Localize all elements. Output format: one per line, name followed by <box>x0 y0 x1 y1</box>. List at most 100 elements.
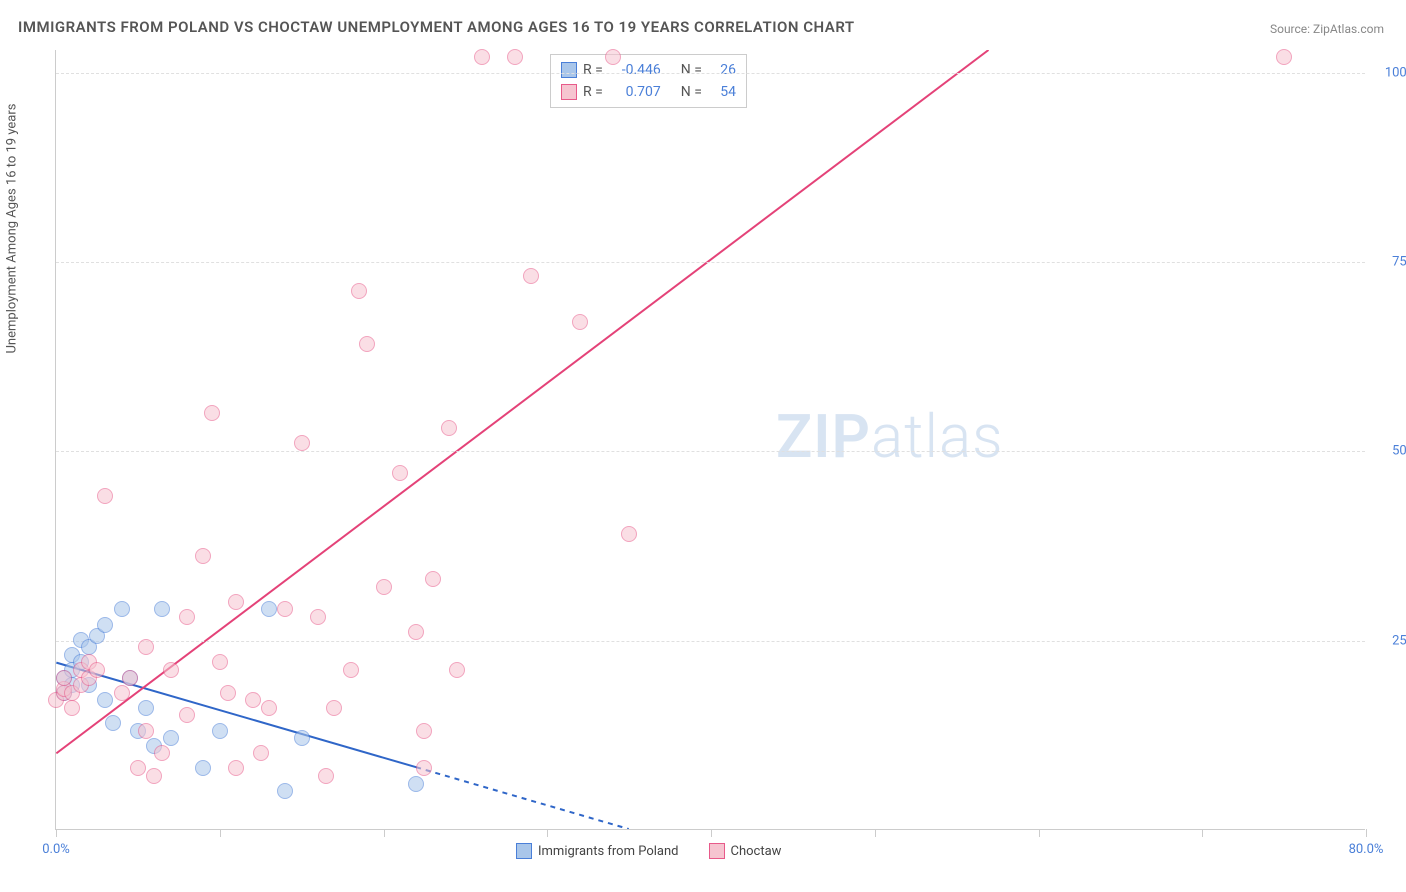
data-point <box>376 579 392 595</box>
data-point <box>572 314 588 330</box>
legend-R-value: 0.707 <box>609 81 661 103</box>
data-point <box>212 723 228 739</box>
data-point <box>64 700 80 716</box>
watermark-light: atlas <box>871 401 1004 472</box>
y-tick-label: 50.0% <box>1372 444 1406 459</box>
data-point <box>228 594 244 610</box>
data-point <box>425 571 441 587</box>
data-point <box>351 283 367 299</box>
data-point <box>416 723 432 739</box>
data-point <box>179 707 195 723</box>
data-point <box>146 768 162 784</box>
legend-row: R = 0.707 N = 54 <box>561 81 736 103</box>
data-point <box>97 488 113 504</box>
data-point <box>1276 49 1292 65</box>
data-point <box>105 715 121 731</box>
y-tick-label: 75.0% <box>1372 255 1406 270</box>
data-point <box>621 526 637 542</box>
data-point <box>179 609 195 625</box>
legend-swatch <box>709 843 725 859</box>
x-tick <box>1202 829 1203 837</box>
data-point <box>114 685 130 701</box>
x-legend-item: Choctaw <box>709 843 782 859</box>
y-tick-label: 100.0% <box>1372 65 1406 80</box>
gridline <box>56 73 1365 74</box>
y-tick-label: 25.0% <box>1372 633 1406 648</box>
watermark-bold: ZIP <box>776 401 871 472</box>
legend-N-value: 54 <box>708 81 736 103</box>
data-point <box>441 420 457 436</box>
correlation-legend: R =-0.446N =26R =0.707N =54 <box>550 54 747 108</box>
legend-N-label: N = <box>681 59 702 81</box>
x-tick <box>1366 829 1367 837</box>
x-tick <box>384 829 385 837</box>
data-point <box>195 548 211 564</box>
data-point <box>343 662 359 678</box>
legend-swatch <box>516 843 532 859</box>
legend-R-label: R = <box>583 81 603 103</box>
data-point <box>114 601 130 617</box>
data-point <box>154 745 170 761</box>
legend-R-label: R = <box>583 59 603 81</box>
data-point <box>294 435 310 451</box>
legend-N-label: N = <box>681 81 702 103</box>
gridline <box>56 641 1365 642</box>
data-point <box>294 730 310 746</box>
data-point <box>277 783 293 799</box>
data-point <box>138 639 154 655</box>
source-label: Source: ZipAtlas.com <box>1270 22 1384 36</box>
data-point <box>474 49 490 65</box>
plot-area: ZIPatlas R =-0.446N =26R =0.707N =54 Imm… <box>55 50 1365 830</box>
trend-line-dashed <box>416 767 629 829</box>
chart-title: IMMIGRANTS FROM POLAND VS CHOCTAW UNEMPL… <box>18 18 855 36</box>
data-point <box>138 723 154 739</box>
data-point <box>154 601 170 617</box>
data-point <box>212 654 228 670</box>
legend-swatch <box>561 84 577 100</box>
x-tick <box>547 829 548 837</box>
data-point <box>326 700 342 716</box>
legend-swatch <box>561 62 577 78</box>
data-point <box>130 760 146 776</box>
x-tick <box>56 829 57 837</box>
x-legend-item: Immigrants from Poland <box>516 843 679 859</box>
data-point <box>97 692 113 708</box>
data-point <box>277 601 293 617</box>
data-point <box>163 662 179 678</box>
data-point <box>523 268 539 284</box>
data-point <box>408 624 424 640</box>
data-point <box>204 405 220 421</box>
data-point <box>195 760 211 776</box>
x-tick-label: 0.0% <box>42 842 70 857</box>
data-point <box>359 336 375 352</box>
x-tick <box>220 829 221 837</box>
x-tick <box>875 829 876 837</box>
x-tick <box>1039 829 1040 837</box>
x-tick-label: 80.0% <box>1349 842 1384 857</box>
data-point <box>416 760 432 776</box>
y-axis-label: Unemployment Among Ages 16 to 19 years <box>5 104 20 354</box>
data-point <box>318 768 334 784</box>
data-point <box>97 617 113 633</box>
x-tick <box>711 829 712 837</box>
watermark: ZIPatlas <box>776 401 1004 472</box>
data-point <box>228 760 244 776</box>
legend-N-value: 26 <box>708 59 736 81</box>
data-point <box>163 730 179 746</box>
gridline <box>56 451 1365 452</box>
legend-row: R =-0.446N =26 <box>561 59 736 81</box>
trend-lines <box>56 50 1365 829</box>
series-name: Immigrants from Poland <box>538 844 679 859</box>
gridline <box>56 262 1365 263</box>
data-point <box>507 49 523 65</box>
data-point <box>310 609 326 625</box>
x-legend: Immigrants from Poland Choctaw <box>516 843 781 859</box>
data-point <box>138 700 154 716</box>
data-point <box>408 776 424 792</box>
series-name: Choctaw <box>731 844 782 859</box>
data-point <box>245 692 261 708</box>
data-point <box>56 670 72 686</box>
data-point <box>253 745 269 761</box>
data-point <box>392 465 408 481</box>
data-point <box>605 49 621 65</box>
